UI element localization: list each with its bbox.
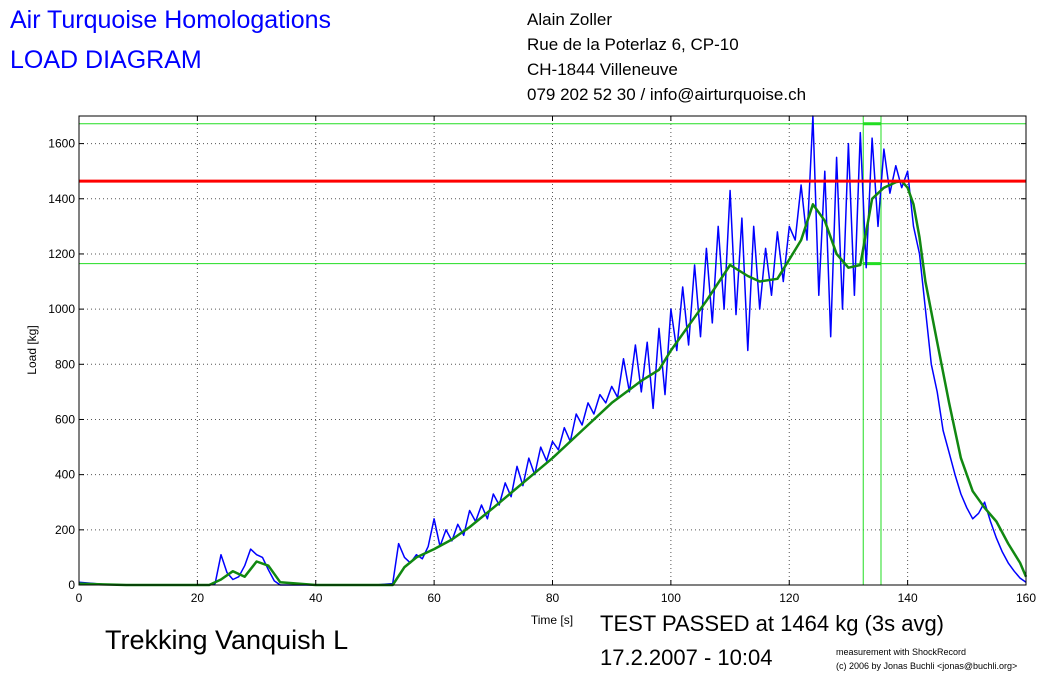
- test-datetime: 17.2.2007 - 10:04: [600, 645, 773, 670]
- report-title: Air Turquoise Homologations: [10, 6, 331, 34]
- y-tick-label: 600: [55, 412, 75, 426]
- x-tick-label: 80: [546, 591, 560, 605]
- glider-name: Trekking Vanquish L: [105, 625, 349, 655]
- chart-series: [78, 115, 1028, 587]
- x-tick-label: 20: [191, 591, 205, 605]
- y-tick-label: 1600: [48, 137, 75, 151]
- y-tick-label: 400: [55, 468, 75, 482]
- y-tick-label: 0: [68, 578, 75, 592]
- y-tick-label: 200: [55, 523, 75, 537]
- test-result: TEST PASSED at 1464 kg (3s avg): [600, 611, 945, 636]
- y-tick-label: 1400: [48, 192, 75, 206]
- x-tick-label: 40: [309, 591, 323, 605]
- contact-name: Alain Zoller: [527, 10, 613, 29]
- x-tick-label: 0: [76, 591, 83, 605]
- x-tick-label: 120: [779, 591, 799, 605]
- x-tick-label: 60: [427, 591, 441, 605]
- x-tick-label: 140: [898, 591, 918, 605]
- avg-load-series: [78, 179, 1028, 587]
- software-credit: measurement with ShockRecord: [836, 647, 967, 657]
- y-axis-label: Load [kg]: [25, 325, 39, 374]
- contact-city: CH-1844 Villeneuve: [527, 60, 678, 79]
- contact-phone-email: 079 202 52 30 / info@airturquoise.ch: [527, 85, 807, 104]
- chart-ticks: 0 20 40 60 80 100 120 140 1600200400600800100012…: [48, 116, 1036, 605]
- x-tick-label: 160: [1016, 591, 1036, 605]
- copyright-credit: (c) 2006 by Jonas Buchli <jonas@buchli.o…: [836, 661, 1018, 671]
- y-tick-label: 800: [55, 357, 75, 371]
- report-subtitle: LOAD DIAGRAM: [10, 46, 202, 74]
- y-tick-label: 1000: [48, 302, 75, 316]
- x-tick-label: 100: [661, 591, 681, 605]
- x-axis-label: Time [s]: [531, 613, 573, 627]
- contact-address: Rue de la Poterlaz 6, CP-10: [527, 35, 739, 54]
- y-tick-label: 1200: [48, 247, 75, 261]
